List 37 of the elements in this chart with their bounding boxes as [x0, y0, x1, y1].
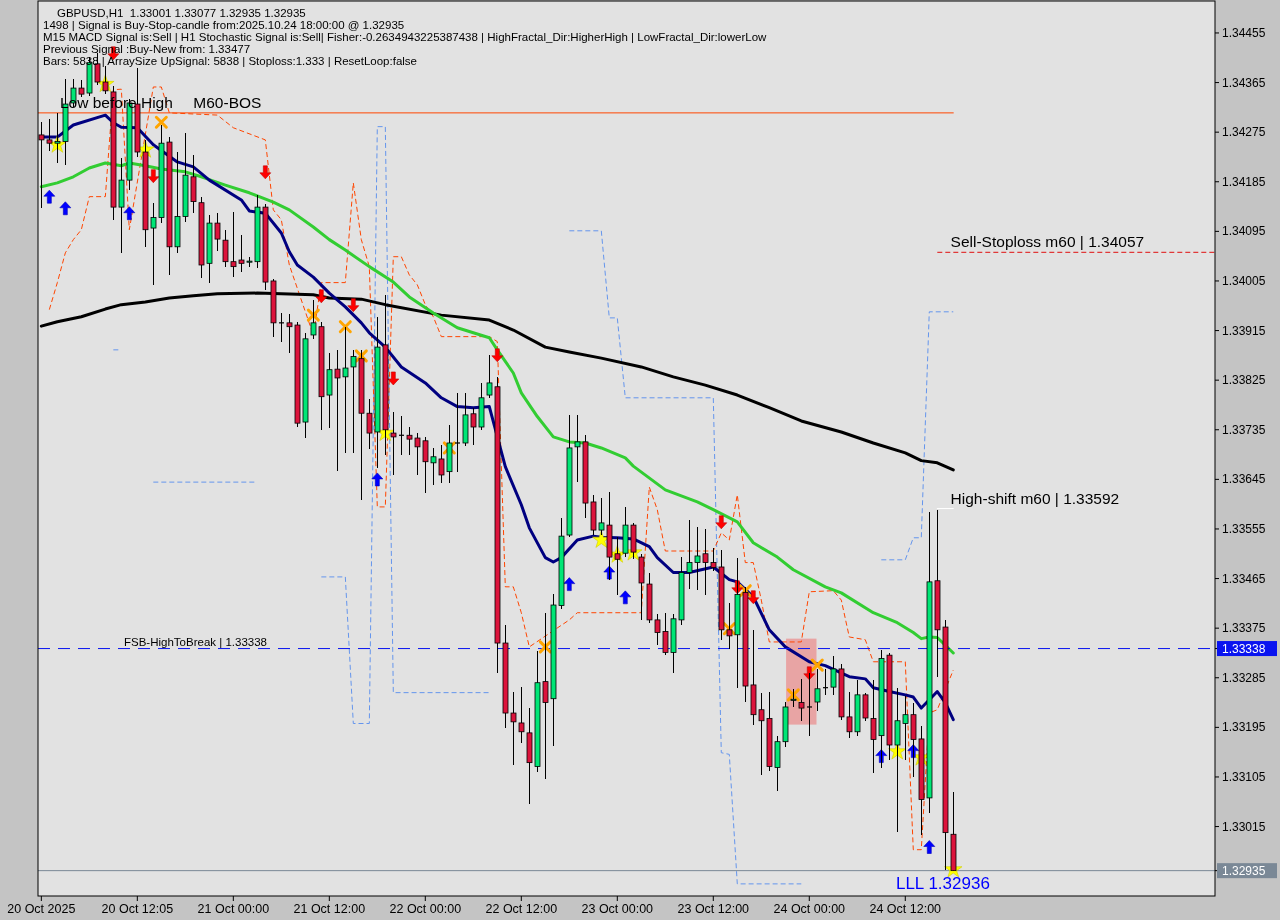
x-tick-label: 23 Oct 00:00: [581, 902, 654, 916]
x-tick-label: 21 Oct 12:00: [293, 902, 366, 916]
x-tick-label: 22 Oct 00:00: [389, 902, 462, 916]
y-tick-label: 1.33465: [1222, 571, 1266, 586]
y-tick-label: 1.33105: [1222, 769, 1266, 784]
y-tick-label: 1.33375: [1222, 621, 1266, 636]
y-tick-label: 1.34365: [1222, 75, 1266, 90]
y-tick-label: 1.34185: [1222, 174, 1266, 189]
annotation: Sell-Stoploss m60 | 1.34057: [950, 233, 1145, 251]
x-tick-label: 22 Oct 12:00: [485, 902, 558, 916]
y-tick-label: 1.33645: [1222, 472, 1266, 487]
y-tick-label: 1.33285: [1222, 670, 1266, 685]
y-tick-label: 1.34275: [1222, 125, 1266, 140]
y-tick-label: 1.33915: [1222, 323, 1266, 338]
y-tick-label: 1.33555: [1222, 521, 1266, 536]
y-tick-label: 1.33015: [1222, 819, 1266, 834]
y-tick-label: 1.34095: [1222, 224, 1266, 239]
annotation: LLL 1.32936: [895, 874, 990, 894]
y-tick-label: 1.33195: [1222, 720, 1266, 735]
x-tick-label: 20 Oct 12:05: [101, 902, 174, 916]
text: GBPUSD,H1 1.33001 1.33077 1.32935 1.32935: [57, 7, 306, 19]
annotation: High-shift m60 | 1.33592: [950, 489, 1120, 507]
annotation: 1498 | Signal is Buy-Stop-candle from:2025.10.24 18:00:00 @ 1.32935: [43, 19, 405, 31]
y-tick-label: 1.33825: [1222, 373, 1266, 388]
x-tick-label: 20 Oct 2025: [7, 902, 76, 916]
y-tick-label: 1.34005: [1222, 273, 1266, 288]
x-tick-label: 24 Oct 12:00: [869, 902, 942, 916]
ref-line-label: FSB-HighToBreak | 1.33338: [124, 635, 267, 648]
annotation: M60-BOS: [193, 93, 262, 111]
annotation: M15 MACD Signal is:Sell | H1 Stochastic Signal is:Sell| Fisher:-0.2634943225387438 | HighFractal_Dir:HigherHigh | LowFractal_Dir:lowerLow: [43, 31, 768, 43]
x-tick-label: 24 Oct 00:00: [773, 902, 846, 916]
x-tick-label: 23 Oct 12:00: [677, 902, 750, 916]
y-tick-label: 1.34455: [1222, 25, 1266, 40]
y-tick-label: 1.33735: [1222, 422, 1266, 437]
x-tick-label: 21 Oct 00:00: [197, 902, 270, 916]
y-tick-label: 1.33338: [1222, 641, 1266, 656]
y-tick-label: 1.32935: [1222, 863, 1266, 878]
